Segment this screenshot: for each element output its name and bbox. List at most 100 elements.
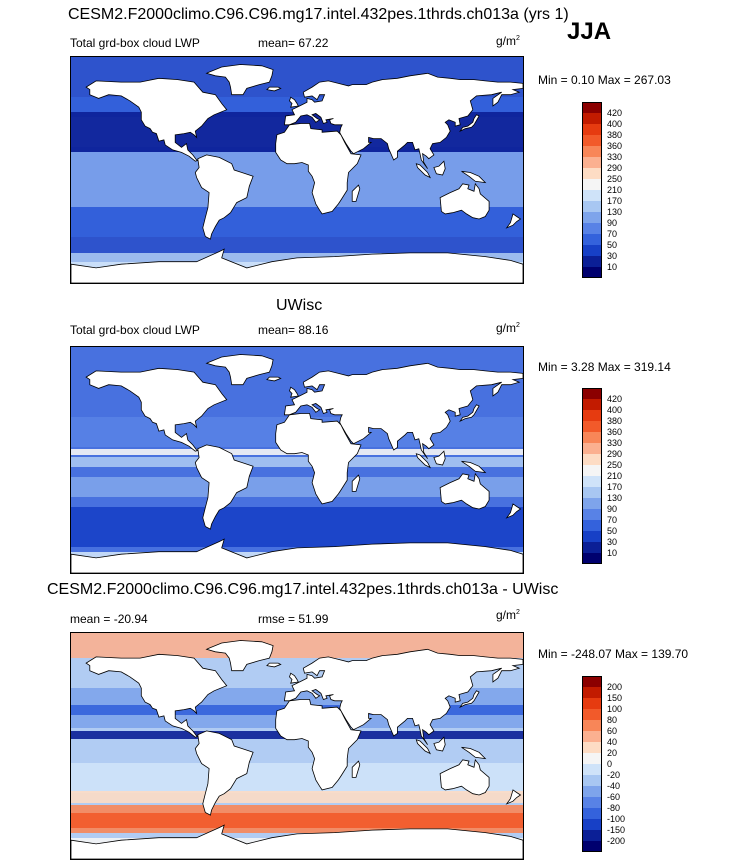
panel1-colorbar-swatch (582, 113, 602, 124)
panel2-colorbar-tick-label: 70 (607, 515, 618, 525)
ocean-field (71, 477, 523, 497)
panel1-colorbar-tick-label: 420 (607, 108, 623, 118)
season-label: JJA (567, 18, 612, 45)
panel3-colorbar-swatch (582, 720, 602, 731)
panel2-colorbar-tick-label: 420 (607, 394, 623, 404)
panel1-variable: Total grd-box cloud LWP (70, 36, 200, 50)
land-borneo (433, 160, 446, 176)
panel1-colorbar-swatch (582, 179, 602, 190)
land-greenland (205, 640, 274, 672)
panel1-mean: mean= 67.22 (258, 36, 329, 50)
panel2-colorbar-tick-label: 250 (607, 460, 623, 470)
panel3-colorbar-swatch (582, 830, 602, 841)
panel1-colorbar-swatch (582, 245, 602, 256)
panel2-mean: mean= 88.16 (258, 323, 329, 337)
panel3-colorbar-tick-label: 60 (607, 726, 618, 736)
panel1-colorbar-swatch (582, 256, 602, 267)
land-nz (505, 503, 522, 519)
panel2-colorbar-tick-label: 380 (607, 416, 623, 426)
panel1-colorbar-tick-label: 90 (607, 218, 618, 228)
panel2-colorbar-swatch (582, 443, 602, 454)
land-australia (439, 472, 490, 510)
land-madagascar (351, 760, 361, 778)
land-japan (459, 114, 480, 133)
land-northAmerica (85, 653, 228, 738)
panel2-colorbar-tick-label: 30 (607, 537, 618, 547)
land-japan (459, 404, 480, 423)
panel2-colorbar-swatch (582, 509, 602, 520)
ocean-field (71, 457, 523, 467)
panel1-colorbar-swatch (582, 157, 602, 168)
panel3-colorbar-swatch (582, 808, 602, 819)
panel2-colorbar-swatch (582, 531, 602, 542)
panel2-colorbar-tick-label: 50 (607, 526, 618, 536)
land-eurasia (283, 72, 523, 169)
panel3-colorbar-swatch (582, 676, 602, 687)
panel1-colorbar-tick-label: 380 (607, 130, 623, 140)
land-iceland (266, 662, 282, 668)
panel2-colorbar-swatch (582, 487, 602, 498)
land-newGuinea (461, 460, 487, 474)
panel1-colorbar-swatch (582, 190, 602, 201)
panel3-colorbar-swatch (582, 797, 602, 808)
panel2-colorbar-tick-label: 400 (607, 405, 623, 415)
panel1-units: g/m2 (496, 34, 520, 48)
panel3-colorbar-tick-label: 100 (607, 704, 623, 714)
land-africa (275, 123, 362, 215)
panel2-colorbar-swatch (582, 553, 602, 564)
land-antarctica (71, 824, 523, 859)
panel1-colorbar-tick-label: 10 (607, 262, 618, 272)
panel1-colorbar-tick-label: 330 (607, 152, 623, 162)
panel3-colorbar-tick-label: -40 (607, 781, 621, 791)
land-nz (505, 213, 522, 229)
land-southAmerica (194, 444, 254, 530)
panel1-colorbar-swatch (582, 234, 602, 245)
panel1-map (70, 56, 524, 284)
panel2-colorbar-tick-label: 90 (607, 504, 618, 514)
panel3-colorbar-swatch (582, 753, 602, 764)
land-australia (439, 182, 490, 220)
panel1-minmax: Min = 0.10 Max = 267.03 (538, 73, 671, 87)
panel2-minmax: Min = 3.28 Max = 319.14 (538, 360, 671, 374)
panel3-colorbar-swatch (582, 775, 602, 786)
panel2-colorbar-swatch (582, 410, 602, 421)
land-uk (289, 672, 299, 684)
land-antarctica (71, 538, 523, 573)
panel3-title: CESM2.F2000climo.C96.C96.mg17.intel.432p… (47, 581, 559, 598)
panel2-colorbar-swatch (582, 432, 602, 443)
panel3-colorbar-tick-label: 20 (607, 748, 618, 758)
panel3-colorbar-swatch (582, 819, 602, 830)
panel3-colorbar-tick-label: 40 (607, 737, 618, 747)
land-antarctica (71, 248, 523, 283)
panel3-colorbar-tick-label: -150 (607, 825, 626, 835)
land-eurasia (283, 648, 523, 745)
panel2-colorbar-swatch (582, 520, 602, 531)
panel1-colorbar-swatch (582, 124, 602, 135)
panel3-colorbar-tick-label: -60 (607, 792, 621, 802)
panel1-colorbar-tick-label: 30 (607, 251, 618, 261)
panel1-colorbar-tick-label: 130 (607, 207, 623, 217)
panel2-colorbar-swatch (582, 542, 602, 553)
panel3-colorbar-tick-label: -100 (607, 814, 626, 824)
panel2-units: g/m2 (496, 321, 520, 335)
panel1-colorbar-swatch (582, 146, 602, 157)
panel1-colorbar-tick-label: 210 (607, 185, 623, 195)
panel3-units: g/m2 (496, 608, 520, 622)
panel1-colorbar-tick-label: 50 (607, 240, 618, 250)
land-uk (289, 96, 299, 108)
land-southAmerica (194, 154, 254, 240)
panel3-colorbar-swatch (582, 841, 602, 852)
land-madagascar (351, 184, 361, 202)
panel2-colorbar-tick-label: 170 (607, 482, 623, 492)
panel3-colorbar-swatch (582, 786, 602, 797)
panel1-colorbar-swatch (582, 223, 602, 234)
land-newGuinea (461, 746, 487, 760)
panel2-colorbar-tick-label: 290 (607, 449, 623, 459)
land-sumatra (415, 453, 431, 469)
land-borneo (433, 450, 446, 466)
land-africa (275, 413, 362, 505)
panel3-colorbar-swatch (582, 742, 602, 753)
panel2-colorbar-swatch (582, 421, 602, 432)
land-japan (459, 690, 480, 709)
panel3-colorbar-swatch (582, 698, 602, 709)
